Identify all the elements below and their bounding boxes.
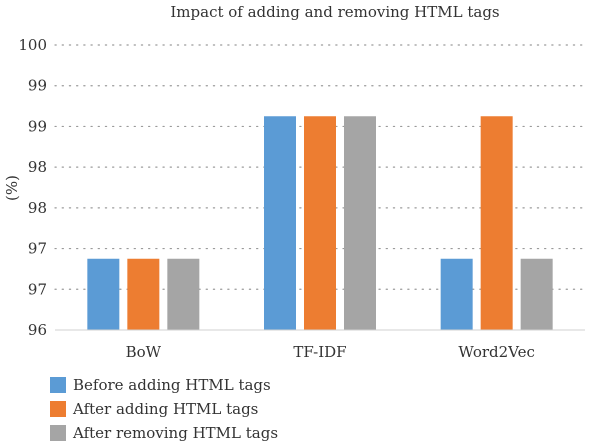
y-tick-label: 99: [28, 77, 47, 95]
bar-bow-series-1: [87, 258, 120, 330]
y-tick-label: 97: [28, 240, 47, 258]
bars: [87, 116, 553, 330]
x-category-label: TF-IDF: [293, 343, 346, 361]
y-axis-label: (%): [3, 175, 21, 201]
legend-swatch: [50, 377, 66, 393]
x-category-label: Word2Vec: [458, 343, 534, 361]
y-tick-label: 99: [28, 117, 47, 135]
y-tick-label: 97: [28, 280, 47, 298]
y-tick-label: 96: [28, 321, 47, 339]
y-tick-label: 100: [18, 36, 47, 54]
bar-bow-series-2: [127, 258, 160, 330]
bar-tf-idf-series-1: [264, 116, 296, 330]
bar-tf-idf-series-2: [304, 116, 336, 330]
legend-label: After adding HTML tags: [72, 400, 258, 418]
legend-label: Before adding HTML tags: [73, 376, 271, 394]
x-axis-categories: BoW TF-IDF Word2Vec: [126, 343, 535, 361]
x-category-label: BoW: [126, 343, 162, 361]
bar-bow-series-3: [167, 258, 200, 330]
bar-word2vec-series-3: [520, 258, 553, 330]
bar-tf-idf-series-3: [344, 116, 376, 330]
legend: Before adding HTML tags After adding HTML…: [50, 376, 278, 442]
legend-label: After removing HTML tags: [72, 424, 278, 442]
chart-title: Impact of adding and removing HTML tags: [170, 3, 499, 21]
bar-word2vec-series-1: [440, 258, 473, 330]
legend-swatch: [50, 425, 66, 441]
y-tick-label: 98: [28, 158, 47, 176]
bar-word2vec-series-2: [480, 116, 513, 330]
y-axis-ticks: 96 97 97 98 98 99 99 100: [18, 36, 47, 339]
legend-swatch: [50, 401, 66, 417]
y-tick-label: 98: [28, 199, 47, 217]
